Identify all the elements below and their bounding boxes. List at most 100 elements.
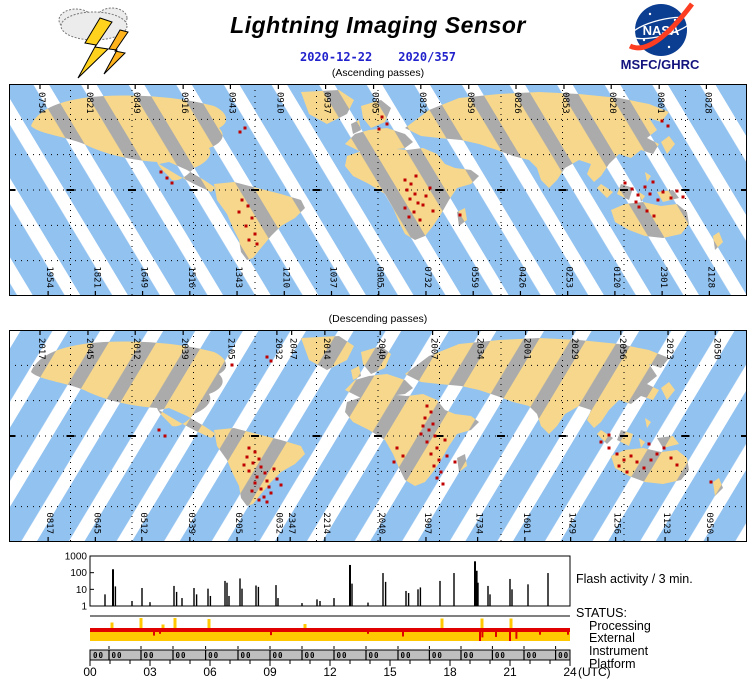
- page-title: Lightning Imaging Sensor: [230, 12, 526, 38]
- svg-text:06: 06: [203, 665, 217, 679]
- date-doy: 2020/357: [398, 50, 457, 64]
- svg-text:2034: 2034: [474, 338, 484, 360]
- svg-text:00: 00: [527, 651, 538, 660]
- svg-text:0645: 0645: [91, 512, 101, 534]
- svg-text:0943: 0943: [226, 92, 236, 114]
- svg-text:2029: 2029: [569, 338, 579, 360]
- svg-text:2301: 2301: [658, 266, 668, 288]
- svg-text:00: 00: [144, 651, 155, 660]
- svg-text:0853: 0853: [560, 92, 570, 114]
- descending-pass-map: 2017 2045 2012 2039 2105 2032 2047 2014 2040 2007…: [9, 330, 747, 542]
- svg-text:2214: 2214: [321, 512, 331, 534]
- svg-text:1000: 1000: [65, 552, 88, 563]
- svg-text:21: 21: [503, 665, 517, 679]
- lightning-cloud-icon: [58, 7, 129, 79]
- svg-text:2047: 2047: [288, 338, 298, 360]
- svg-text:24: 24: [563, 665, 577, 679]
- agency-label: MSFC/GHRC: [620, 57, 700, 72]
- svg-text:00: 00: [432, 651, 443, 660]
- svg-text:2007: 2007: [429, 338, 439, 360]
- cloud-icon: [58, 7, 128, 41]
- descending-caption: (Descending passes): [328, 313, 428, 325]
- svg-text:1821: 1821: [91, 266, 101, 288]
- svg-text:1210: 1210: [280, 266, 290, 288]
- svg-text:0426: 0426: [516, 266, 526, 288]
- svg-text:2032: 2032: [273, 338, 283, 360]
- svg-text:00: 00: [176, 651, 187, 660]
- svg-text:18: 18: [443, 665, 457, 679]
- svg-text:0032: 0032: [274, 512, 284, 534]
- svg-text:1343: 1343: [233, 266, 243, 288]
- svg-text:0732: 0732: [422, 266, 432, 288]
- svg-text:0910: 0910: [274, 92, 284, 114]
- svg-text:2050: 2050: [711, 338, 721, 360]
- svg-text:0828: 0828: [702, 92, 712, 114]
- svg-text:12: 12: [323, 665, 337, 679]
- svg-text:1123: 1123: [661, 512, 671, 534]
- svg-text:2056: 2056: [617, 338, 627, 360]
- date-iso: 2020-12-22: [299, 50, 373, 64]
- svg-text:0805: 0805: [370, 92, 380, 114]
- svg-text:10: 10: [76, 585, 88, 596]
- svg-text:1734: 1734: [474, 512, 484, 534]
- svg-text:00: 00: [305, 651, 316, 660]
- svg-text:100: 100: [70, 568, 87, 579]
- svg-text:0817: 0817: [44, 512, 54, 534]
- svg-text:1037: 1037: [328, 266, 338, 288]
- svg-text:2023: 2023: [664, 338, 674, 360]
- svg-text:00: 00: [401, 651, 412, 660]
- chart-label-block: Flash activity / 3 min. STATUS: Processi…: [576, 552, 754, 670]
- status-row-external: External: [589, 631, 635, 646]
- svg-text:00: 00: [337, 651, 348, 660]
- svg-text:0849: 0849: [131, 92, 141, 114]
- svg-text:0821: 0821: [84, 92, 94, 114]
- svg-text:2040: 2040: [376, 338, 386, 360]
- svg-text:0826: 0826: [512, 92, 522, 114]
- flash-activity-label: Flash activity / 3 min.: [576, 572, 693, 586]
- svg-text:0512: 0512: [138, 512, 148, 534]
- date-row: 2020-12-22 2020/357: [0, 50, 756, 64]
- svg-text:2001: 2001: [522, 338, 532, 360]
- svg-text:00: 00: [464, 651, 475, 660]
- svg-text:1: 1: [81, 602, 87, 613]
- svg-text:0859: 0859: [465, 92, 475, 114]
- svg-text:1907: 1907: [422, 512, 432, 534]
- svg-text:00: 00: [369, 651, 380, 660]
- svg-text:0339: 0339: [186, 512, 196, 534]
- svg-text:0937: 0937: [322, 92, 332, 114]
- svg-text:1649: 1649: [139, 266, 149, 288]
- svg-text:09: 09: [263, 665, 277, 679]
- svg-text:03: 03: [143, 665, 157, 679]
- svg-text:2347: 2347: [286, 512, 296, 534]
- svg-text:15: 15: [383, 665, 397, 679]
- nasa-swoosh: [628, 2, 694, 51]
- svg-text:2128: 2128: [705, 266, 715, 288]
- svg-text:1256: 1256: [612, 512, 622, 534]
- svg-text:0801: 0801: [655, 92, 665, 114]
- svg-text:0120: 0120: [611, 266, 621, 288]
- svg-text:0754: 0754: [36, 92, 46, 114]
- svg-text:0832: 0832: [417, 92, 427, 114]
- svg-text:1954: 1954: [44, 266, 54, 288]
- svg-text:0253: 0253: [564, 266, 574, 288]
- svg-text:0916: 0916: [179, 92, 189, 114]
- status-heading: STATUS:: [576, 605, 627, 620]
- svg-text:00: 00: [93, 651, 104, 660]
- svg-text:(UTC): (UTC): [578, 665, 611, 679]
- svg-text:00: 00: [558, 651, 569, 660]
- svg-text:2040: 2040: [376, 512, 386, 534]
- svg-text:0905: 0905: [375, 266, 385, 288]
- lightning-bolt-icon: [77, 17, 129, 79]
- svg-text:1601: 1601: [521, 512, 531, 534]
- svg-text:2039: 2039: [179, 338, 189, 360]
- ascending-caption: (Ascending passes): [331, 67, 425, 79]
- svg-text:00: 00: [112, 651, 123, 660]
- svg-text:00: 00: [273, 651, 284, 660]
- svg-text:2045: 2045: [84, 338, 94, 360]
- status-row-platform: Platform: [589, 656, 636, 671]
- svg-text:1516: 1516: [186, 266, 196, 288]
- status-row-instrument: Instrument: [589, 643, 649, 658]
- svg-text:00: 00: [495, 651, 506, 660]
- svg-text:00: 00: [208, 651, 219, 660]
